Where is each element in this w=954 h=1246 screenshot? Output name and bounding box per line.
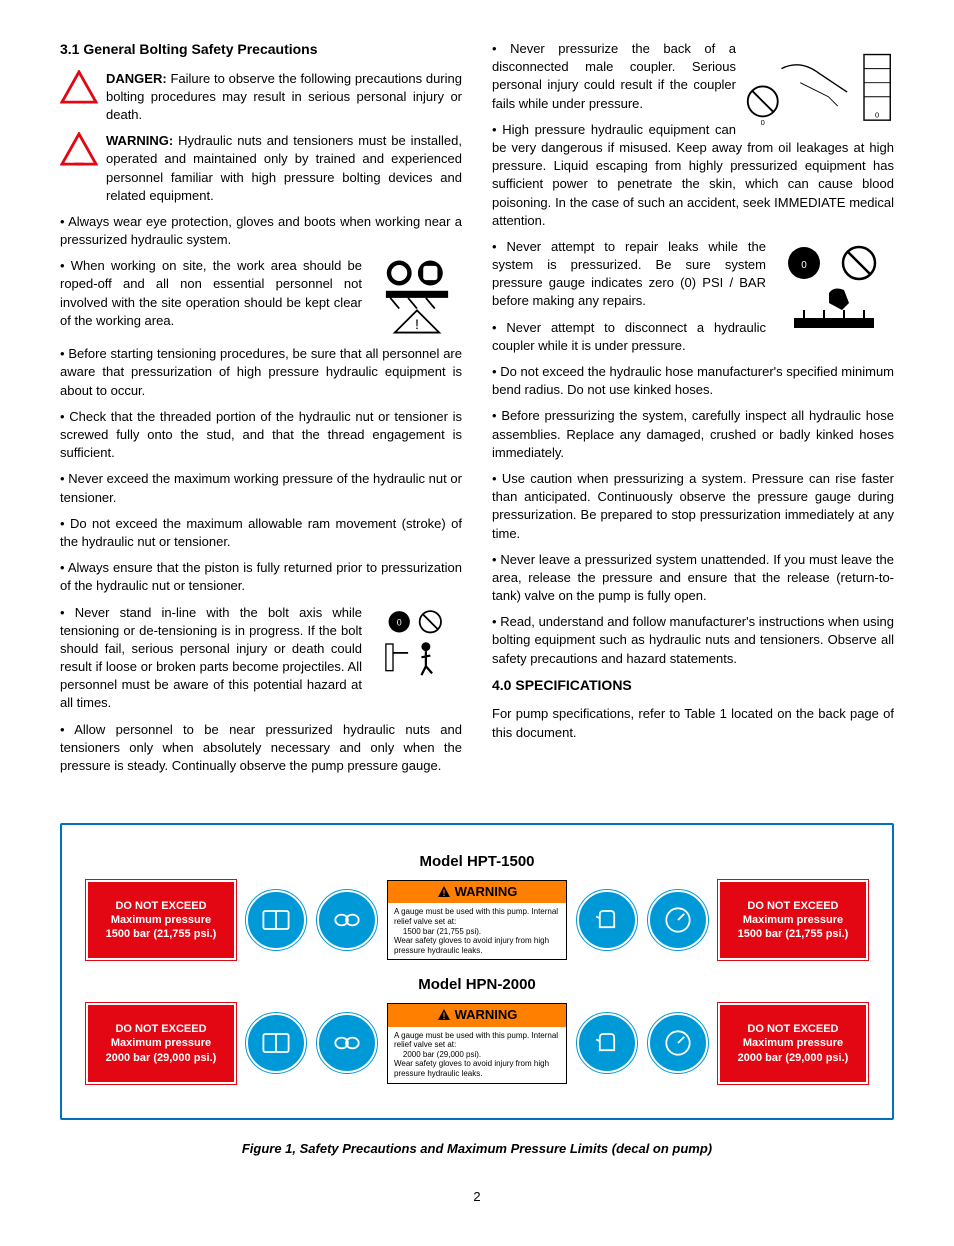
warning-box-2: ! WARNING A gauge must be used with this… xyxy=(387,1003,567,1083)
no-inline-standing-icon: 0 xyxy=(372,604,462,684)
gloves-icon xyxy=(577,890,637,950)
model-1-label: Model HPT-1500 xyxy=(86,851,868,872)
svg-text:!: ! xyxy=(415,317,419,333)
bullet-r2: • High pressure hydraulic equipment can … xyxy=(492,121,894,230)
bullet-l2-row: • When working on site, the work area sh… xyxy=(60,257,462,337)
left-column: 3.1 General Bolting Safety Precautions D… xyxy=(60,40,462,783)
model-2-label: Model HPN-2000 xyxy=(86,974,868,995)
bullet-r5: • Do not exceed the hydraulic hose manuf… xyxy=(492,363,894,399)
goggles-icon xyxy=(317,1013,377,1073)
figure-caption: Figure 1, Safety Precautions and Maximum… xyxy=(60,1140,894,1158)
warning-box-1: ! WARNING A gauge must be used with this… xyxy=(387,880,567,960)
danger-label: DANGER: xyxy=(106,71,167,86)
pressure-limit-right-2: DO NOT EXCEED Maximum pressure 2000 bar … xyxy=(718,1003,868,1083)
decal-row-2: DO NOT EXCEED Maximum pressure 2000 bar … xyxy=(86,1003,868,1083)
bullet-l8-row: • Never stand in-line with the bolt axis… xyxy=(60,604,462,713)
svg-text:0: 0 xyxy=(801,260,807,271)
bullet-l4: • Check that the threaded portion of the… xyxy=(60,408,462,463)
pressure-limit-left-1: DO NOT EXCEED Maximum pressure 1500 bar … xyxy=(86,880,236,960)
warning-label: WARNING: xyxy=(106,133,173,148)
svg-text:!: ! xyxy=(442,1011,445,1021)
bullet-l6: • Do not exceed the maximum allowable ra… xyxy=(60,515,462,551)
svg-text:!: ! xyxy=(442,888,445,898)
danger-block: DANGER: Failure to observe the following… xyxy=(60,70,462,125)
gauge-icon xyxy=(648,890,708,950)
bullet-l9: • Allow personnel to be near pressurized… xyxy=(60,721,462,776)
bullet-l5: • Never exceed the maximum working press… xyxy=(60,470,462,506)
gloves-icon xyxy=(577,1013,637,1073)
bullet-r8: • Never leave a pressurized system unatt… xyxy=(492,551,894,606)
decal-row-1: DO NOT EXCEED Maximum pressure 1500 bar … xyxy=(86,880,868,960)
bullet-l7: • Always ensure that the piston is fully… xyxy=(60,559,462,595)
ppe-rope-off-icon: ! xyxy=(372,257,462,337)
pressure-limit-right-1: DO NOT EXCEED Maximum pressure 1500 bar … xyxy=(718,880,868,960)
spec-text: For pump specifications, refer to Table … xyxy=(492,705,894,741)
bullet-r9: • Read, understand and follow manufactur… xyxy=(492,613,894,668)
bullet-r7: • Use caution when pressurizing a system… xyxy=(492,470,894,543)
no-repair-pressurized-icon: 0 xyxy=(774,238,894,338)
svg-text:0: 0 xyxy=(397,617,402,627)
bullet-l1: • Always wear eye protection, gloves and… xyxy=(60,213,462,249)
pressure-limit-left-2: DO NOT EXCEED Maximum pressure 2000 bar … xyxy=(86,1003,236,1083)
danger-triangle-icon xyxy=(60,70,98,104)
section-heading-4-0: 4.0 SPECIFICATIONS xyxy=(492,676,894,696)
right-column: 0 0 • Never pressurize the back of a dis… xyxy=(492,40,894,783)
coupler-hand-icon: 0 0 xyxy=(744,40,894,130)
bullet-l3: • Before starting tensioning procedures,… xyxy=(60,345,462,400)
bullet-l2: • When working on site, the work area sh… xyxy=(60,257,362,330)
bullet-l8: • Never stand in-line with the bolt axis… xyxy=(60,604,362,713)
manual-icon xyxy=(246,1013,306,1073)
section-heading-3-1: 3.1 General Bolting Safety Precautions xyxy=(60,40,462,60)
gauge-icon xyxy=(648,1013,708,1073)
bullet-r6: • Before pressurizing the system, carefu… xyxy=(492,407,894,462)
warning-triangle-icon xyxy=(60,132,98,166)
decal-figure: Model HPT-1500 DO NOT EXCEED Maximum pre… xyxy=(60,823,894,1119)
warning-block: WARNING: Hydraulic nuts and tensioners m… xyxy=(60,132,462,205)
svg-text:0: 0 xyxy=(875,110,879,119)
goggles-icon xyxy=(317,890,377,950)
manual-icon xyxy=(246,890,306,950)
page-number: 2 xyxy=(60,1188,894,1206)
svg-text:0: 0 xyxy=(761,118,765,127)
